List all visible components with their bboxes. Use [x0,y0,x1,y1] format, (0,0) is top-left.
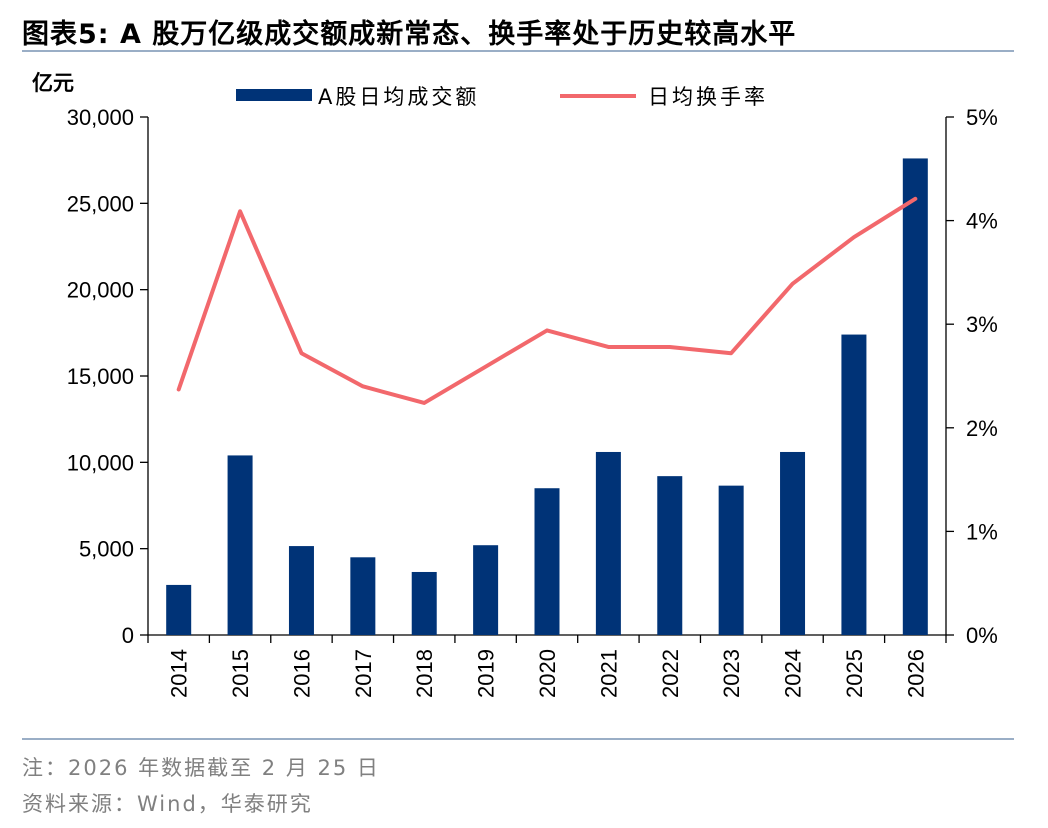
x-tick-label: 2015 [228,649,253,698]
right-tick-label: 0% [966,623,998,648]
line-series [176,196,918,405]
axes: 0 5,000 10,000 15,000 20,000 25,000 30,000 0% 1%… [67,105,998,648]
bar-series [166,158,928,635]
bar [780,451,806,635]
bar [166,584,192,635]
x-tick-label: 2018 [412,649,437,698]
title-divider [22,50,1014,52]
x-tick-label: 2024 [781,649,806,698]
x-tick-label: 2017 [351,649,376,698]
right-tick-label: 2% [966,416,998,441]
bar [657,476,683,635]
x-tick-label: 2026 [903,649,928,698]
legend: A股日均成交额 日均换手率 [236,85,768,109]
right-tick-label: 3% [966,312,998,337]
x-tick-label: 2022 [658,649,683,698]
turnover-line [176,196,918,405]
x-tick-labels: 2014 2015 2016 2017 2018 2019 2020 2021 2022 2023… [167,649,929,698]
left-tick-label: 25,000 [67,191,134,216]
bar [350,557,376,635]
bar [902,158,928,635]
right-tick-label: 1% [966,519,998,544]
bar [288,546,314,635]
left-axis-unit: 亿元 [32,71,74,95]
x-tick-label: 2021 [596,649,621,698]
chart: 亿元 A股日均成交额 日均换手率 0 5,000 10,000 15,000 20,00… [32,71,998,698]
x-tick-label: 2025 [842,649,867,698]
left-tick-label: 20,000 [67,278,134,303]
left-tick-label: 0 [122,623,134,648]
bar [718,485,744,635]
right-tick-label: 4% [966,209,998,234]
right-tick-label: 5% [966,105,998,130]
x-tick-label: 2023 [719,649,744,698]
footer-divider [22,738,1014,740]
x-tick-label: 2020 [535,649,560,698]
legend-bar-label: A股日均成交额 [318,85,479,109]
legend-bar-swatch [236,89,312,101]
bar [473,545,499,635]
x-tick-label: 2019 [474,649,499,698]
x-tick-label: 2014 [167,649,192,698]
bar [227,455,253,635]
source-text: 资料来源：Wind，华泰研究 [22,792,313,816]
left-tick-label: 5,000 [79,537,134,562]
x-tick-label: 2016 [289,649,314,698]
bar [534,488,560,635]
left-tick-label: 30,000 [67,105,134,130]
legend-line-label: 日均换手率 [648,85,768,109]
bar [595,451,621,635]
bar [841,334,867,635]
figure-title: 图表5: A 股万亿级成交额成新常态、换手率处于历史较高水平 [22,19,797,50]
bar [411,571,437,635]
left-tick-label: 10,000 [67,450,134,475]
left-tick-label: 15,000 [67,364,134,389]
note-text: 注：2026 年数据截至 2 月 25 日 [22,756,380,780]
